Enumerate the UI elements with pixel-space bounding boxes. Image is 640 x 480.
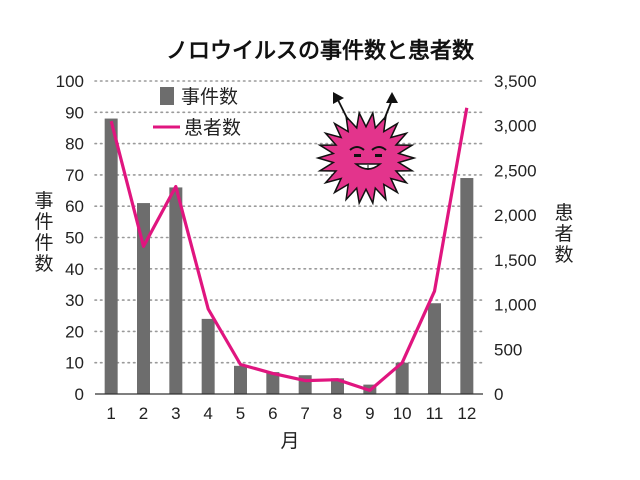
right-axis-label: 患者数: [554, 202, 573, 266]
right-axis-ticks: 0 500 1,000 1,500 2,000 2,500 3,000 3,500: [494, 72, 537, 404]
legend: 事件数 患者数: [153, 86, 241, 139]
legend-label-bar: 事件数: [181, 86, 238, 108]
right-tick-label: 500: [494, 340, 522, 359]
legend-swatch-bar: [160, 87, 174, 105]
right-tick-label: 2,500: [494, 161, 537, 180]
bar: [395, 362, 409, 394]
right-tick-label: 3,500: [494, 72, 537, 91]
left-tick-label: 70: [65, 166, 84, 185]
bar-series: [104, 118, 474, 394]
x-tick-label: 9: [365, 404, 374, 423]
x-tick-label: 6: [268, 404, 277, 423]
bar: [201, 318, 215, 394]
x-tick-label: 5: [236, 404, 245, 423]
bar: [460, 178, 474, 394]
left-tick-label: 100: [56, 72, 84, 91]
bar: [104, 118, 118, 394]
x-tick-label: 11: [426, 404, 444, 423]
x-tick-label: 10: [393, 404, 412, 423]
virus-spikes: [315, 110, 417, 206]
line-series: [109, 107, 469, 392]
right-tick-label: 1,000: [494, 296, 537, 315]
right-tick-label: 0: [494, 385, 503, 404]
x-tick-label: 3: [171, 404, 180, 423]
bar: [169, 187, 183, 394]
patients-line: [109, 107, 469, 392]
bar: [137, 203, 150, 394]
left-tick-label: 60: [65, 197, 84, 216]
bar: [234, 365, 247, 394]
virus-mascot-illustration: [315, 92, 417, 206]
left-tick-label: 10: [65, 354, 84, 373]
left-axis-label: 事件件数: [34, 190, 53, 275]
chart-title: ノロウイルスの事件数と患者数: [166, 38, 475, 64]
x-tick-label: 12: [457, 404, 476, 423]
bar: [428, 303, 441, 394]
left-tick-label: 20: [65, 322, 84, 341]
x-tick-label: 1: [106, 404, 115, 423]
x-axis-ticks: 1 2 3 4 5 6 7 8 9 10 11 12: [106, 404, 476, 423]
x-tick-label: 7: [300, 404, 309, 423]
left-axis-ticks: 0 10 20 30 40 50 60 70 80 90 100: [56, 72, 84, 404]
x-axis-label: 月: [280, 430, 299, 452]
x-tick-label: 2: [139, 404, 148, 423]
right-tick-label: 1,500: [494, 251, 537, 270]
left-tick-label: 40: [65, 260, 84, 279]
legend-label-line: 患者数: [184, 117, 241, 139]
right-tick-label: 3,000: [494, 117, 537, 136]
x-tick-label: 8: [333, 404, 342, 423]
bar: [266, 372, 280, 394]
left-tick-label: 30: [65, 291, 84, 310]
left-tick-label: 0: [75, 385, 84, 404]
x-tick-label: 4: [203, 404, 212, 423]
left-tick-label: 80: [65, 135, 84, 154]
right-tick-label: 2,000: [494, 206, 537, 225]
grid-lines: [94, 80, 484, 364]
left-tick-label: 50: [65, 229, 84, 248]
left-tick-label: 90: [65, 103, 84, 122]
